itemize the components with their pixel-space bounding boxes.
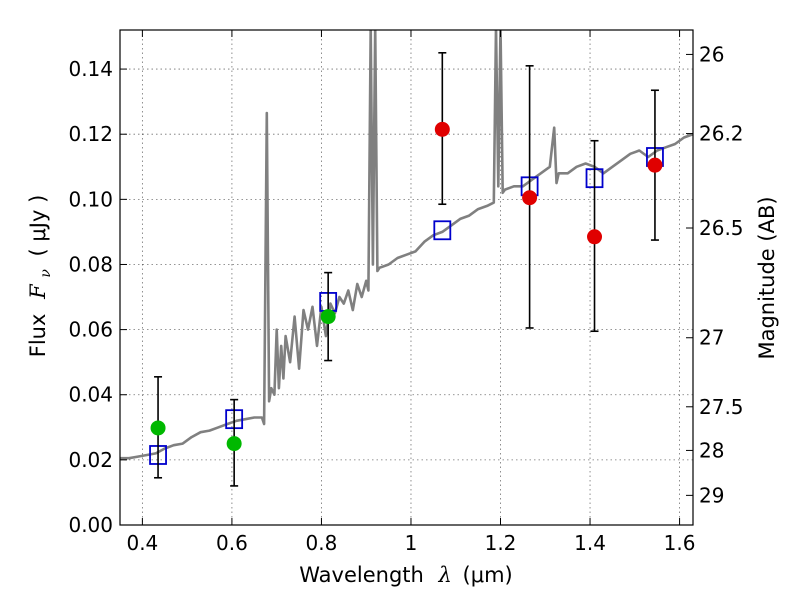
right-axis-label: Magnitude (AB) bbox=[755, 196, 779, 359]
axes-border bbox=[119, 29, 694, 526]
right-tick-label: 26.2 bbox=[699, 122, 744, 146]
y-axis-label-subscript: ν bbox=[38, 269, 54, 278]
y-axis-label-symbol: F bbox=[26, 283, 50, 300]
right-tick-label: 27 bbox=[699, 326, 724, 350]
right-axis-ticks: 26 26.2 26.5 27 27.5 28 29 bbox=[686, 42, 744, 507]
y-axis-label: Flux F ν ( μJy ) bbox=[26, 195, 55, 358]
y-tick-label: 0.06 bbox=[68, 318, 113, 342]
observed-optical-point bbox=[226, 436, 242, 452]
x-tick-label: 1.4 bbox=[574, 531, 606, 555]
x-tick-label: 1.6 bbox=[664, 531, 696, 555]
spectrum-line bbox=[120, 30, 693, 460]
observed-nir-point bbox=[522, 190, 538, 206]
model-photometry-square bbox=[433, 220, 452, 241]
x-tick-label: 0.6 bbox=[216, 531, 248, 555]
y-axis-ticks: 0.00 0.02 0.04 0.06 0.08 0.10 0.12 0.14 bbox=[68, 57, 127, 537]
y-tick-label: 0.08 bbox=[68, 252, 113, 276]
observed-nir-point bbox=[587, 229, 603, 245]
y-tick-label: 0.02 bbox=[68, 448, 113, 472]
right-tick-label: 26 bbox=[699, 42, 724, 66]
x-axis-label-symbol: λ bbox=[438, 563, 452, 587]
observed-nir-point bbox=[647, 157, 663, 173]
x-tick-label: 1.2 bbox=[485, 531, 517, 555]
y-axis-label-unit: ( μJy ) bbox=[26, 195, 50, 257]
y-tick-label: 0.12 bbox=[68, 122, 113, 146]
y-tick-label: 0.10 bbox=[68, 187, 113, 211]
y-tick-label: 0.00 bbox=[68, 513, 113, 537]
x-axis-ticks: 0.4 0.6 0.8 1 1.2 1.4 1.6 bbox=[126, 30, 695, 555]
y-axis-label-prefix: Flux bbox=[26, 314, 50, 358]
x-axis-label-unit: (μm) bbox=[463, 563, 513, 587]
x-tick-label: 0.4 bbox=[126, 531, 158, 555]
plot-area bbox=[120, 30, 693, 487]
x-axis-label-prefix: Wavelength bbox=[299, 563, 424, 587]
axes-frame bbox=[119, 29, 694, 526]
x-axis-label: Wavelength λ (μm) bbox=[299, 563, 512, 587]
y-tick-label: 0.14 bbox=[68, 57, 113, 81]
observed-nir-point bbox=[434, 121, 450, 137]
right-tick-label: 26.5 bbox=[699, 216, 744, 240]
observed-optical-point bbox=[320, 309, 336, 325]
grid bbox=[120, 30, 693, 525]
x-tick-label: 1 bbox=[405, 531, 418, 555]
right-tick-label: 27.5 bbox=[699, 395, 744, 419]
x-tick-label: 0.8 bbox=[306, 531, 338, 555]
right-tick-label: 29 bbox=[699, 483, 724, 507]
right-tick-label: 28 bbox=[699, 438, 724, 462]
y-tick-label: 0.04 bbox=[68, 383, 113, 407]
observed-optical-point bbox=[150, 420, 166, 436]
